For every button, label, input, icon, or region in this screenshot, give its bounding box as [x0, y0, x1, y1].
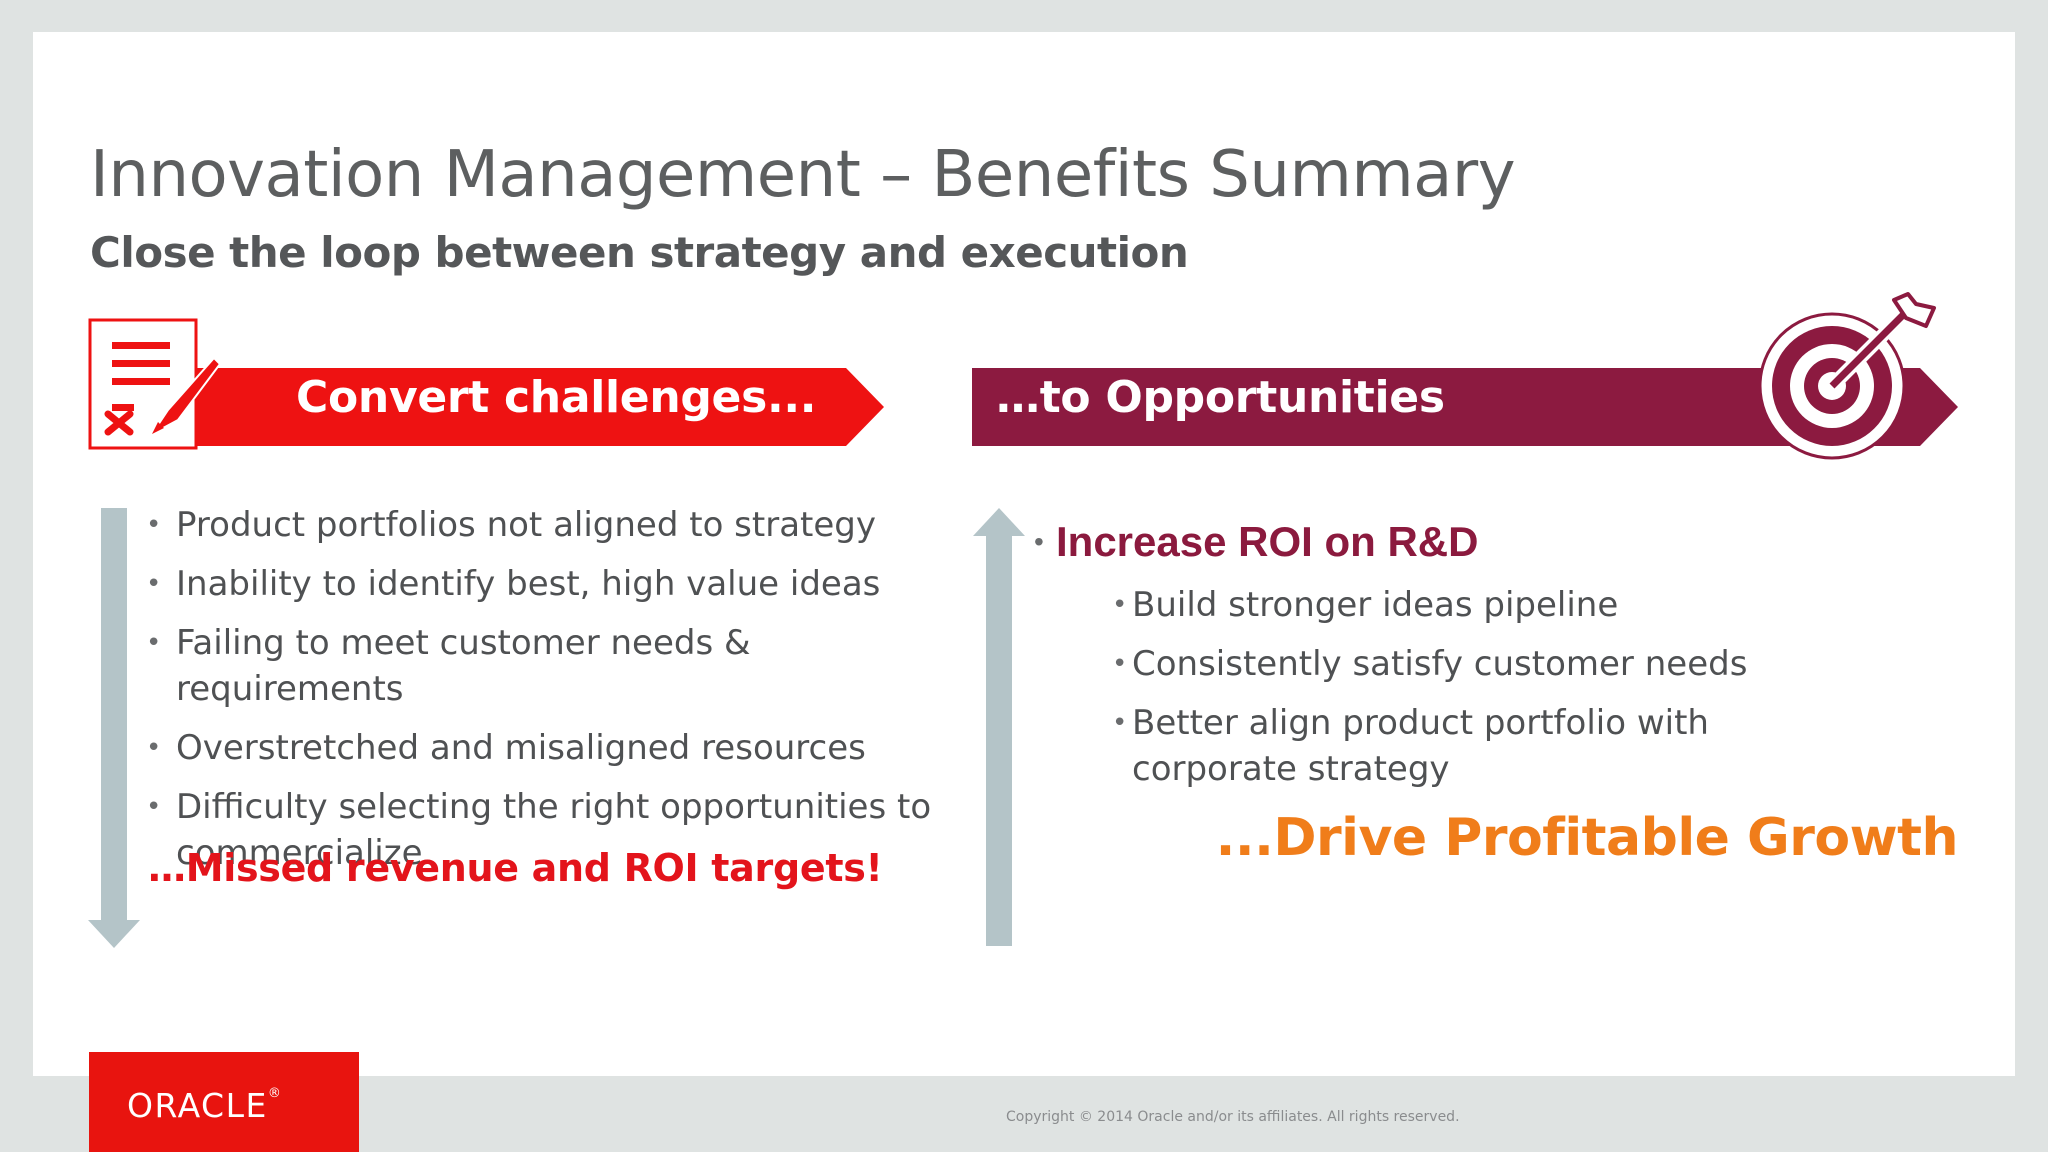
opportunities-banner-label: …to Opportunities	[996, 372, 1445, 423]
challenges-banner-label: Convert challenges...	[296, 372, 817, 423]
drive-growth-text: ...Drive Profitable Growth	[1215, 808, 1959, 868]
up-arrow-icon	[973, 508, 1025, 946]
opportunity-item: Consistently satisfy customer needs	[1112, 641, 1872, 687]
oracle-registered-mark: ®	[267, 1086, 281, 1101]
slide-subtitle: Close the loop between strategy and exec…	[90, 228, 1189, 277]
oracle-logo-text: ORACLE	[127, 1086, 268, 1125]
slide-title: Innovation Management – Benefits Summary	[90, 138, 1516, 212]
opportunities-list: Build stronger ideas pipeline Consistent…	[1112, 582, 1872, 805]
challenges-list: Product portfolios not aligned to strate…	[146, 502, 946, 889]
target-arrow-icon	[1758, 292, 1936, 460]
challenge-item: Overstretched and misaligned resources	[146, 725, 946, 771]
challenge-item: Inability to identify best, high value i…	[146, 561, 946, 607]
opportunity-item: Better align product portfolio with corp…	[1112, 700, 1872, 792]
roi-headline: Increase ROI on R&D	[1056, 518, 1479, 565]
checklist-pen-icon	[88, 318, 222, 450]
challenge-item: Failing to meet customer needs & require…	[146, 620, 946, 712]
slide-canvas	[33, 32, 2015, 1076]
challenge-item: Difficulty selecting the right opportuni…	[146, 784, 946, 876]
challenge-item: Product portfolios not aligned to strate…	[146, 502, 946, 548]
oracle-logo: ORACLE®	[127, 1086, 281, 1125]
copyright-text: Copyright © 2014 Oracle and/or its affil…	[1006, 1109, 1460, 1125]
challenges-banner	[180, 368, 884, 446]
opportunity-item: Build stronger ideas pipeline	[1112, 582, 1872, 628]
down-arrow-icon	[88, 508, 140, 948]
opportunities-banner	[972, 368, 1958, 446]
missed-targets-text: …Missed revenue and ROI targets!	[148, 846, 883, 890]
oracle-logo-box	[89, 1052, 359, 1152]
roi-bullet-icon: •	[1034, 526, 1044, 557]
